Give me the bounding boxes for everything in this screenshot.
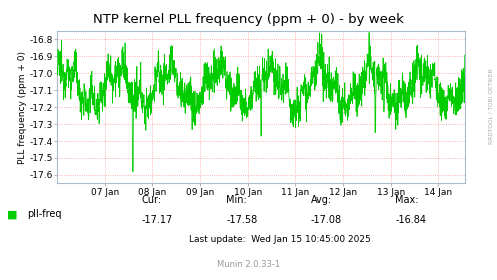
Text: Last update:  Wed Jan 15 10:45:00 2025: Last update: Wed Jan 15 10:45:00 2025	[189, 235, 371, 244]
Text: -16.84: -16.84	[395, 215, 426, 225]
Text: Cur:: Cur:	[142, 195, 162, 205]
Text: NTP kernel PLL frequency (ppm + 0) - by week: NTP kernel PLL frequency (ppm + 0) - by …	[93, 13, 404, 25]
Text: -17.58: -17.58	[226, 215, 257, 225]
Text: ■: ■	[7, 209, 18, 219]
Text: -17.08: -17.08	[311, 215, 342, 225]
Text: Munin 2.0.33-1: Munin 2.0.33-1	[217, 260, 280, 269]
Text: pll-freq: pll-freq	[27, 209, 62, 219]
Text: Min:: Min:	[226, 195, 247, 205]
Text: -17.17: -17.17	[142, 215, 173, 225]
Text: Max:: Max:	[395, 195, 418, 205]
Text: Avg:: Avg:	[311, 195, 332, 205]
Text: RRDTOOL / TOBI OETIKER: RRDTOOL / TOBI OETIKER	[489, 69, 494, 144]
Y-axis label: PLL frequency (ppm + 0): PLL frequency (ppm + 0)	[18, 51, 27, 164]
